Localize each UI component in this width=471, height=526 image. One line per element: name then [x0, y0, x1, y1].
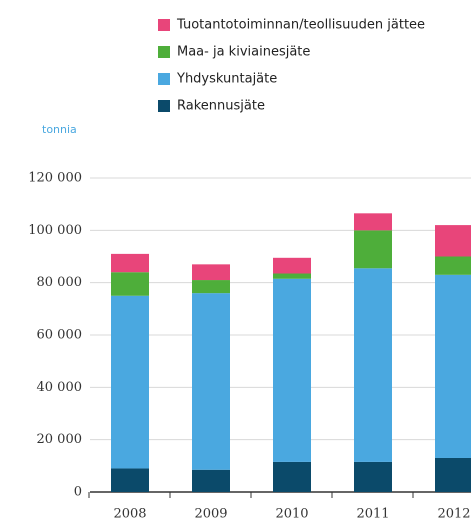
bar-segment — [354, 461, 392, 492]
legend-swatch — [158, 73, 170, 85]
y-tick-label: 80 000 — [37, 275, 83, 290]
y-tick-label: 20 000 — [37, 432, 83, 447]
bar-segment — [354, 230, 392, 269]
bar-segment — [435, 274, 471, 458]
bar-segment — [354, 213, 392, 231]
bar-segment — [192, 264, 230, 281]
bar-segment — [111, 253, 149, 273]
bar-segment — [111, 468, 149, 492]
bar-segment — [111, 295, 149, 469]
x-tick-label: 2008 — [113, 507, 146, 522]
legend-label: Rakennusjäte — [177, 99, 265, 114]
x-tick-label: 2012 — [437, 507, 470, 522]
bar-segment — [192, 280, 230, 294]
x-tick-label: 2009 — [194, 507, 227, 522]
y-tick-label: 40 000 — [37, 380, 83, 395]
bar-segment — [273, 461, 311, 492]
legend-swatch — [158, 46, 170, 58]
bar-segment — [435, 256, 471, 275]
y-tick-label: 120 000 — [28, 171, 82, 186]
legend-label: Maa- ja kiviainesjäte — [177, 45, 310, 60]
bar-segment — [111, 272, 149, 296]
legend-label: Tuotantotoiminnan/teollisuuden jättee — [176, 18, 425, 33]
y-tick-label: 60 000 — [37, 328, 83, 343]
bar-segment — [435, 225, 471, 257]
x-tick-label: 2010 — [275, 507, 308, 522]
bar-segment — [273, 278, 311, 462]
y-axis-label: tonnia — [42, 123, 77, 136]
legend-swatch — [158, 100, 170, 112]
y-tick-label: 100 000 — [28, 223, 82, 238]
bar-segment — [354, 268, 392, 462]
bar-segment — [192, 293, 230, 470]
bar-segment — [273, 257, 311, 274]
bar-segment — [273, 273, 311, 279]
y-tick-label: 0 — [74, 485, 82, 500]
bar-segment — [192, 469, 230, 492]
x-tick-label: 2011 — [356, 507, 389, 522]
bar-segment — [435, 457, 471, 492]
legend-swatch — [158, 19, 170, 31]
legend-label: Yhdyskuntajäte — [176, 72, 277, 87]
